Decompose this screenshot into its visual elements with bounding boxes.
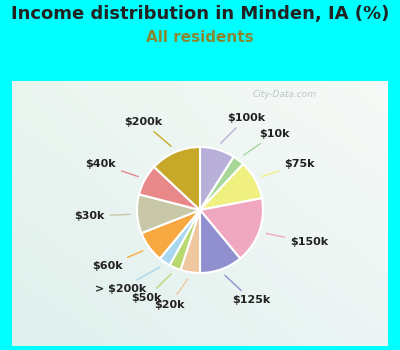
Wedge shape <box>160 210 200 265</box>
Text: $20k: $20k <box>154 279 188 310</box>
Text: $150k: $150k <box>266 233 328 247</box>
Wedge shape <box>200 157 243 210</box>
Wedge shape <box>170 210 200 270</box>
Text: $100k: $100k <box>221 113 265 143</box>
Text: City-Data.com: City-Data.com <box>252 90 316 99</box>
Wedge shape <box>142 210 200 259</box>
Text: $200k: $200k <box>124 117 171 146</box>
Wedge shape <box>139 167 200 210</box>
Wedge shape <box>200 147 234 210</box>
Text: $50k: $50k <box>132 274 171 303</box>
Text: $75k: $75k <box>262 159 314 177</box>
Wedge shape <box>137 194 200 233</box>
Wedge shape <box>200 164 262 210</box>
Wedge shape <box>200 210 240 273</box>
Text: Income distribution in Minden, IA (%): Income distribution in Minden, IA (%) <box>11 5 389 23</box>
Wedge shape <box>200 198 263 259</box>
Text: $10k: $10k <box>244 130 289 155</box>
Text: > $200k: > $200k <box>95 267 160 294</box>
Wedge shape <box>180 210 200 273</box>
Text: $30k: $30k <box>74 211 130 221</box>
Text: $40k: $40k <box>86 159 138 177</box>
Text: $125k: $125k <box>225 275 271 305</box>
Wedge shape <box>154 147 200 210</box>
Text: $60k: $60k <box>92 251 143 271</box>
Text: All residents: All residents <box>146 30 254 45</box>
